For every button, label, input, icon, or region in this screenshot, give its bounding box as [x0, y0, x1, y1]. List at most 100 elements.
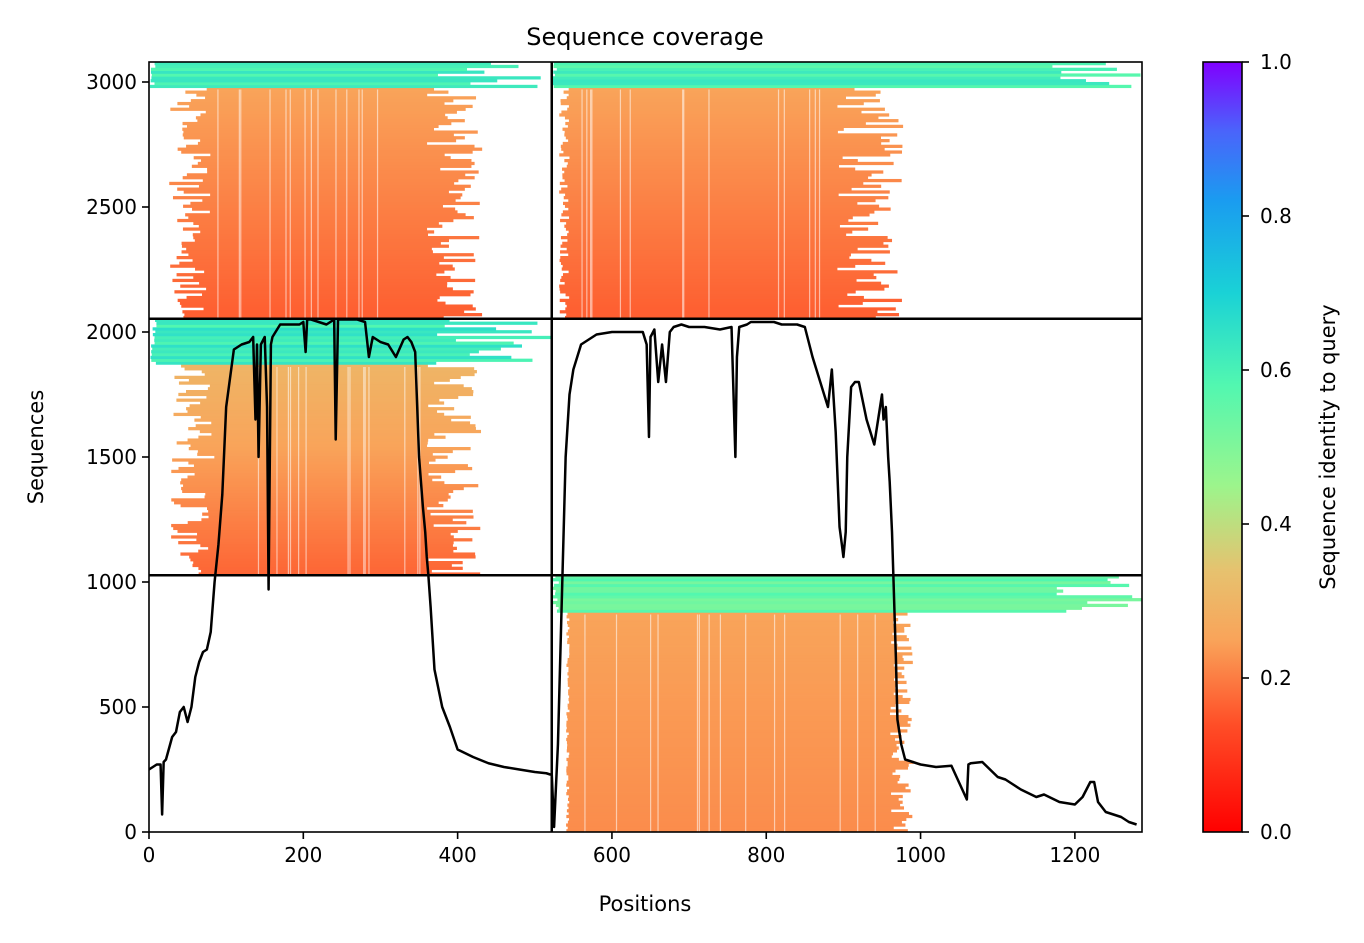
- heatmap-row: [567, 680, 907, 685]
- heatmap-row: [177, 529, 458, 533]
- heatmap-row: [559, 181, 864, 186]
- heatmap-row: [202, 512, 431, 516]
- heatmap-row: [552, 76, 1061, 80]
- heatmap-gap: [857, 614, 859, 832]
- colorbar-tick-label: 0.8: [1260, 204, 1292, 228]
- heatmap-row: [178, 466, 473, 471]
- heatmap-row: [150, 70, 485, 74]
- heatmap-row: [206, 287, 453, 291]
- heatmap-row: [198, 224, 443, 228]
- heatmap-row: [559, 284, 889, 288]
- heatmap-row: [183, 204, 443, 208]
- heatmap-row: [567, 820, 902, 824]
- heatmap-row: [560, 290, 856, 294]
- heatmap-row: [173, 526, 481, 531]
- heatmap-row: [181, 304, 473, 308]
- heatmap-row: [186, 295, 440, 300]
- heatmap-row: [151, 350, 479, 354]
- colorbar-tick-label: 1.0: [1260, 50, 1292, 74]
- heatmap-row: [566, 663, 894, 667]
- heatmap-row: [186, 124, 439, 129]
- heatmap-row: [565, 136, 881, 140]
- heatmap-row: [205, 110, 457, 114]
- heatmap-row: [200, 139, 457, 143]
- heatmap-row: [559, 113, 890, 117]
- heatmap-row: [561, 275, 877, 280]
- heatmap-row: [195, 116, 448, 120]
- heatmap-gap: [289, 367, 292, 576]
- heatmap-row: [569, 786, 906, 790]
- heatmap-row: [214, 455, 448, 459]
- heatmap-gap: [615, 614, 618, 832]
- heatmap-row: [197, 141, 428, 146]
- heatmap-row: [569, 216, 853, 220]
- heatmap-row: [200, 543, 453, 548]
- heatmap-row: [208, 509, 473, 513]
- heatmap-row: [556, 609, 1067, 613]
- heatmap-row: [567, 107, 885, 111]
- heatmap-row: [194, 238, 450, 243]
- heatmap-row: [566, 615, 895, 619]
- heatmap-row: [194, 472, 429, 476]
- heatmap-row: [552, 600, 1088, 605]
- heatmap-row: [565, 307, 896, 311]
- x-tick-label: 1000: [895, 843, 946, 867]
- colorbar-tick-label: 0.6: [1260, 358, 1292, 382]
- heatmap-row: [569, 700, 910, 705]
- heatmap-gap: [874, 614, 876, 832]
- heatmap-gap: [581, 89, 583, 319]
- heatmap-row: [568, 774, 901, 779]
- heatmap-block-lower-right: [551, 575, 1142, 832]
- heatmap-gap: [304, 89, 306, 319]
- heatmap-row: [199, 281, 448, 285]
- heatmap-gap: [777, 89, 780, 319]
- heatmap-gap: [376, 89, 379, 319]
- heatmap-row: [567, 763, 909, 767]
- heatmap-row: [569, 156, 843, 160]
- heatmap-row: [180, 504, 444, 508]
- heatmap-row: [176, 441, 428, 445]
- heatmap-row: [173, 412, 445, 417]
- heatmap-row: [208, 546, 457, 550]
- heatmap-row: [196, 538, 473, 542]
- heatmap-row: [552, 595, 1133, 599]
- heatmap-row: [559, 298, 902, 303]
- heatmap-row: [207, 506, 428, 511]
- heatmap-row: [568, 87, 855, 91]
- heatmap-row: [184, 313, 483, 317]
- heatmap-row: [564, 204, 880, 208]
- heatmap-row: [567, 233, 847, 237]
- heatmap-row: [156, 321, 538, 325]
- heatmap-row: [183, 130, 478, 134]
- heatmap-gap: [317, 89, 319, 319]
- heatmap-block-middle-left: [150, 318, 551, 576]
- heatmap-row: [181, 150, 473, 154]
- heatmap-row: [181, 244, 449, 248]
- heatmap-row: [566, 740, 905, 744]
- heatmap-gap: [298, 367, 300, 576]
- heatmap-row: [567, 638, 909, 642]
- heatmap-row: [564, 130, 838, 134]
- heatmap-row: [182, 176, 475, 180]
- heatmap-row: [180, 481, 445, 485]
- heatmap-row: [182, 310, 465, 314]
- heatmap-row: [151, 76, 541, 80]
- heatmap-row: [566, 304, 839, 308]
- heatmap-row: [182, 489, 454, 493]
- x-tick-label: 200: [284, 843, 322, 867]
- heatmap-row: [567, 703, 896, 707]
- heatmap-row: [180, 552, 476, 556]
- heatmap-row: [188, 253, 474, 257]
- heatmap-gap: [683, 89, 685, 319]
- heatmap-row: [206, 395, 459, 399]
- heatmap-row: [156, 324, 445, 328]
- heatmap-row: [567, 715, 909, 719]
- heatmap-gap: [584, 614, 586, 832]
- heatmap-row: [567, 677, 895, 682]
- heatmap-row: [569, 643, 898, 647]
- heatmap-row: [154, 335, 551, 340]
- colorbar-label: Sequence identity to query: [1316, 304, 1340, 589]
- heatmap-row: [562, 273, 874, 277]
- heatmap-row: [563, 150, 903, 154]
